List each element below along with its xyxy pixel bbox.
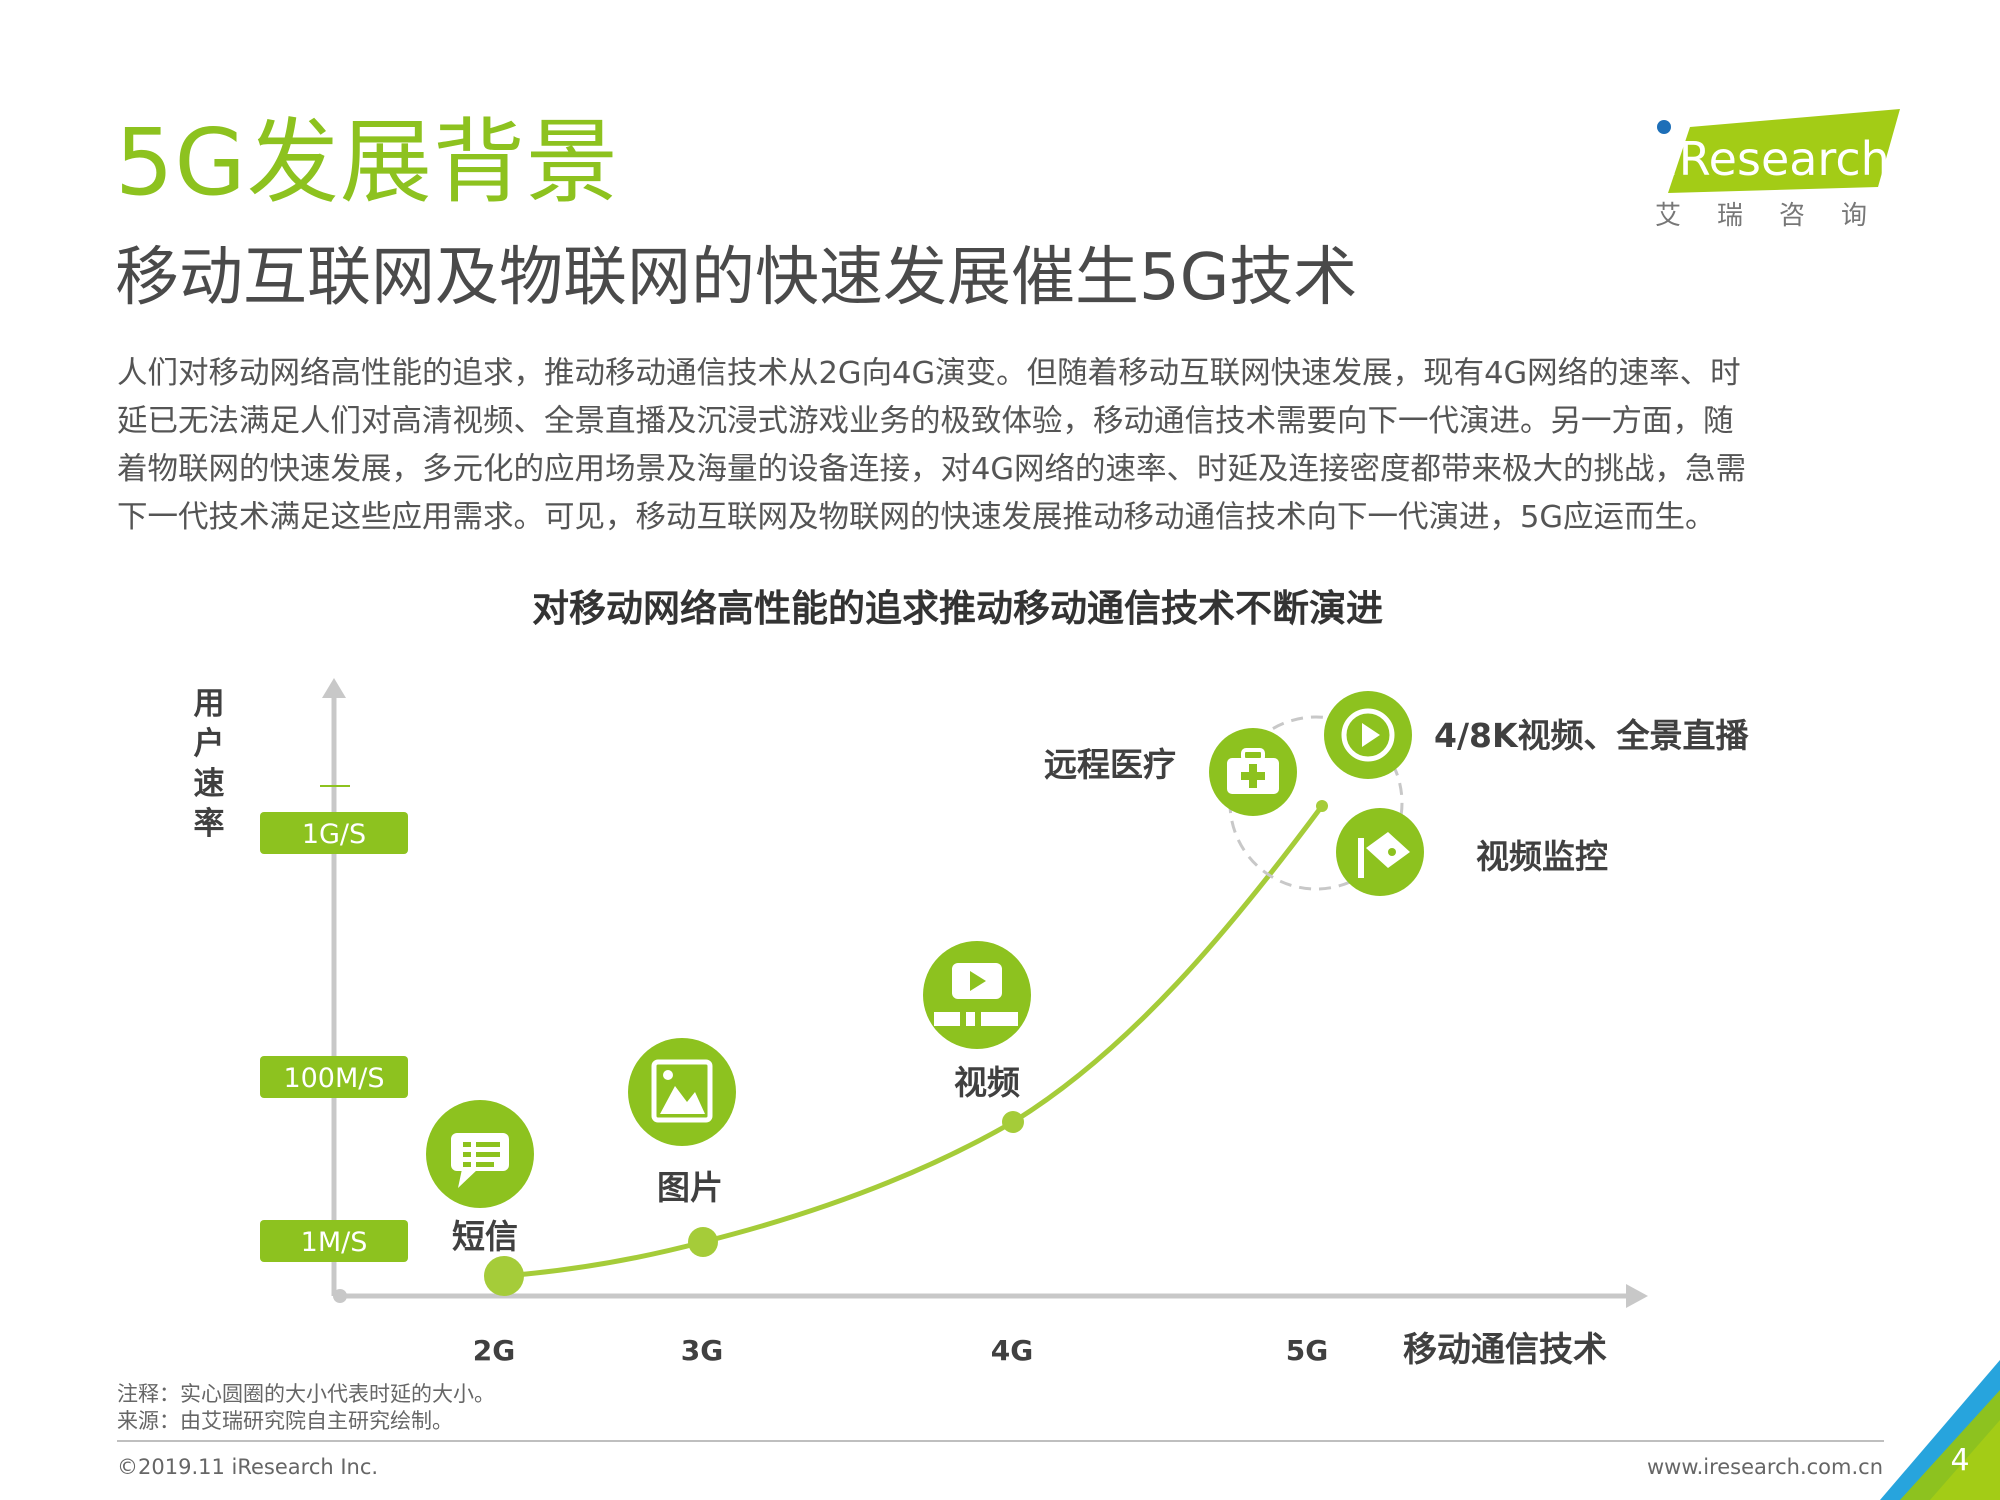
footnote: 注释：实心圆圈的大小代表时延的大小。 来源：由艾瑞研究院自主研究绘制。 [117, 1381, 495, 1435]
svg-text:iResearch: iResearch [1666, 132, 1890, 186]
x-axis-arrow [1626, 1284, 1648, 1308]
y-tick-1ms: 1M/S [260, 1220, 408, 1262]
y-axis-arrow [322, 678, 346, 698]
play-circle-icon [1324, 691, 1412, 779]
intro-paragraph: 人们对移动网络高性能的追求，推动移动通信技术从2G向4G演变。但随着移动互联网快… [117, 350, 1897, 542]
x-tick-5g: 5G [1286, 1334, 1328, 1367]
x-tick-3g: 3G [681, 1334, 723, 1367]
diagram-title: 对移动网络高性能的追求推动移动通信技术不断演进 [532, 587, 1383, 630]
app-label-remote-medical: 远程医疗 [1044, 745, 1176, 784]
latency-dot-4g [1002, 1111, 1024, 1133]
footer-divider [117, 1440, 1884, 1442]
y-tick-100ms: 100M/S [260, 1056, 408, 1098]
surveillance-camera-icon [1336, 808, 1424, 896]
latency-dot-2g [484, 1256, 524, 1296]
y-tick-label: 1G/S [302, 819, 366, 850]
medical-kit-icon [1209, 728, 1297, 816]
app-label-4k8k-video: 4/8K视频、全景直播 [1434, 716, 1750, 755]
picture-icon [628, 1038, 736, 1146]
svg-text:户: 户 [194, 726, 225, 762]
paragraph-line: 下一代技术满足这些应用需求。可见，移动互联网及物联网的快速发展推动移动通信技术向… [117, 500, 1716, 535]
paragraph-line: 人们对移动网络高性能的追求，推动移动通信技术从2G向4G演变。但随着移动互联网快… [117, 356, 1741, 391]
evolution-diagram: 用 户 速 率 1G/S 100M/S 1M/S 2G 3G 4G 5G 移动通… [194, 678, 1750, 1370]
y-tick-label: 1M/S [301, 1227, 368, 1258]
svg-text:率: 率 [194, 806, 225, 842]
latency-dot-3g [688, 1227, 718, 1257]
svg-text:速: 速 [194, 766, 225, 802]
copyright-text: ©2019.11 iResearch Inc. [117, 1455, 379, 1479]
paragraph-line: 着物联网的快速发展，多元化的应用场景及海量的设备连接，对4G网络的速率、时延及连… [117, 452, 1747, 487]
x-axis-label: 移动通信技术 [1403, 1330, 1607, 1370]
y-tick-1gs: 1G/S [260, 812, 408, 854]
y-axis-label: 用 户 速 率 [194, 686, 225, 842]
chat-bubble-icon [426, 1100, 534, 1208]
corner-decoration [1880, 1360, 2000, 1500]
growth-curve [503, 804, 1325, 1279]
svg-text:用: 用 [194, 686, 225, 722]
video-player-icon [923, 941, 1031, 1049]
page-title: 5G发展背景 [115, 109, 619, 216]
app-label-sms: 短信 [452, 1217, 518, 1256]
website-url: www.iresearch.com.cn [1646, 1455, 1883, 1479]
footnote-note: 注释：实心圆圈的大小代表时延的大小。 [117, 1382, 495, 1406]
logo-subtitle: 艾瑞咨询 [1655, 201, 1904, 231]
app-label-video: 视频 [954, 1063, 1020, 1102]
axis-origin [333, 1289, 347, 1303]
x-tick-2g: 2G [473, 1334, 515, 1367]
iresearch-logo: iResearch [1657, 109, 1900, 193]
app-label-video-surveillance: 视频监控 [1476, 837, 1608, 876]
footnote-source: 来源：由艾瑞研究院自主研究绘制。 [117, 1409, 453, 1433]
paragraph-line: 延已无法满足人们对高清视频、全景直播及沉浸式游戏业务的极致体验，移动通信技术需要… [117, 404, 1734, 439]
app-label-image: 图片 [657, 1168, 723, 1207]
latency-dot-5g [1316, 800, 1328, 812]
page-subtitle: 移动互联网及物联网的快速发展催生5G技术 [115, 241, 1358, 315]
y-tick-label: 100M/S [283, 1063, 384, 1094]
x-tick-4g: 4G [991, 1334, 1033, 1367]
page-number: 4 [1950, 1443, 1970, 1478]
